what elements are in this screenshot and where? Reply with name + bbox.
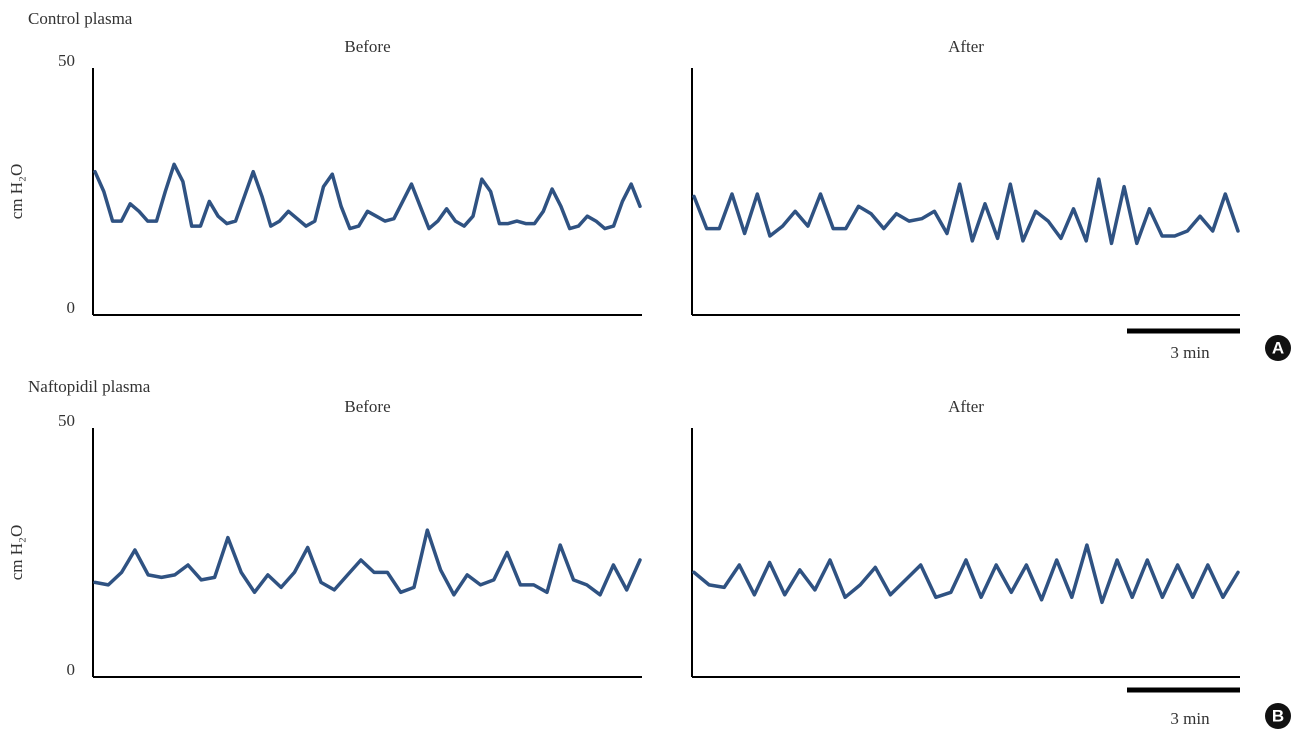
panel-title: After [948, 397, 984, 416]
scale-bar-label: 3 min [1170, 343, 1210, 362]
y-tick-label: 0 [67, 660, 76, 679]
panel-badge [1265, 335, 1291, 361]
y-axis-label: cm H₂O [7, 525, 26, 581]
panel-title: After [948, 37, 984, 56]
y-tick-label: 0 [67, 298, 76, 317]
panel-letter: A [1272, 338, 1284, 357]
panel-title: Before [344, 37, 390, 56]
panel-title: Before [344, 397, 390, 416]
y-tick-label: 50 [58, 51, 75, 70]
y-tick-label: 50 [58, 411, 75, 430]
section-title: Control plasma [28, 9, 133, 28]
trace [692, 177, 1240, 246]
trace [93, 528, 642, 597]
trace [93, 162, 642, 231]
trace [692, 543, 1240, 605]
scale-bar-label: 3 min [1170, 709, 1210, 728]
y-axis-label: cm H₂O [7, 164, 26, 220]
panel-badge [1265, 703, 1291, 729]
section-title: Naftopidil plasma [28, 377, 151, 396]
panel-letter: B [1272, 706, 1284, 725]
